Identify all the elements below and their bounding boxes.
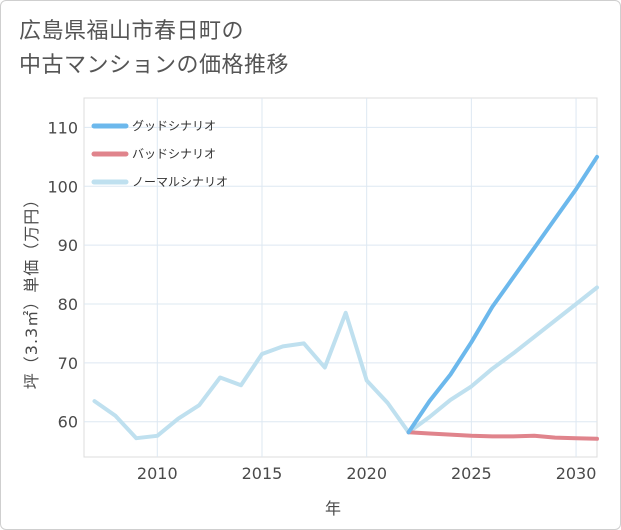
chart-title-line-1: 広島県福山市春日町の bbox=[19, 19, 245, 44]
y-tick-label-60: 60 bbox=[58, 413, 78, 432]
chart-title: 広島県福山市春日町の 中古マンションの価格推移 bbox=[19, 15, 289, 83]
legend-label-1: バッドシナリオ bbox=[132, 147, 216, 161]
y-tick-label-110: 110 bbox=[47, 118, 78, 137]
y-tick-label-70: 70 bbox=[58, 354, 78, 373]
chart-ticks: 2010 2015 2020 2025 2030 60 70 80 90 100 110 bbox=[47, 118, 596, 483]
series-line-1 bbox=[406, 430, 599, 441]
y-axis-label: 坪（3.3㎡）単価（万円） bbox=[22, 191, 41, 389]
plot-area-border bbox=[83, 97, 598, 458]
y-tick-label-80: 80 bbox=[58, 295, 78, 314]
x-tick-label-2025: 2025 bbox=[451, 464, 492, 483]
x-tick-label-2010: 2010 bbox=[137, 464, 178, 483]
legend-label-2: ノーマルシナリオ bbox=[132, 175, 228, 189]
y-tick-label-100: 100 bbox=[47, 177, 78, 196]
chart-series bbox=[92, 154, 599, 441]
x-axis-label: 年 bbox=[325, 499, 341, 518]
legend-label-0: グッドシナリオ bbox=[132, 119, 216, 133]
chart-title-line-2: 中古マンションの価格推移 bbox=[19, 53, 290, 78]
series-line-0 bbox=[406, 154, 599, 435]
x-tick-label-2015: 2015 bbox=[242, 464, 283, 483]
chart-grid bbox=[83, 97, 598, 458]
series-line-2 bbox=[92, 285, 599, 441]
x-tick-label-2020: 2020 bbox=[346, 464, 387, 483]
x-tick-label-2030: 2030 bbox=[556, 464, 597, 483]
y-tick-label-90: 90 bbox=[58, 236, 78, 255]
